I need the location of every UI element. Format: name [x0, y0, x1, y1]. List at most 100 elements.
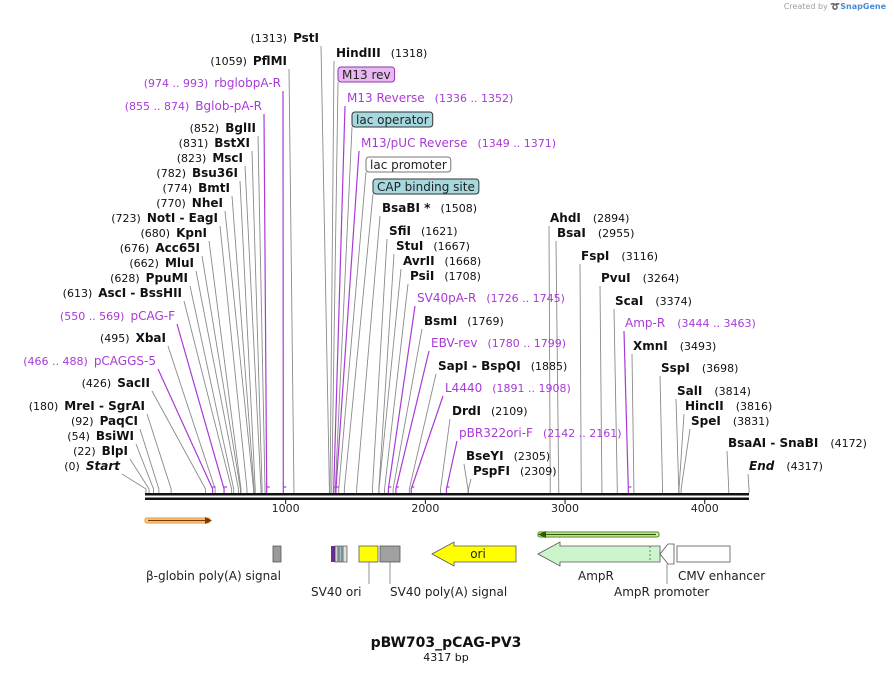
- site-name-hincii: HincII: [685, 399, 724, 413]
- leader-bseyi: [463, 463, 469, 493]
- site-name-bsabi: BsaBI *: [382, 201, 431, 215]
- site-pos-sapi: (1885): [531, 360, 568, 373]
- site-pos-bsai: (2955): [598, 227, 635, 240]
- site-pos-bglii: (852): [190, 122, 220, 135]
- site-name-bsiwi: BsiWI: [96, 429, 134, 443]
- sequence-backbone: [145, 493, 749, 500]
- leader-msci: [244, 165, 262, 493]
- site-pos-psti: (1313): [250, 32, 287, 45]
- leader-bsmi: [392, 328, 423, 493]
- site-name-drdi: DrdI: [452, 404, 481, 418]
- site-pos-blpi: (22): [73, 445, 96, 458]
- plasmid-length: 4317 bp: [423, 651, 468, 664]
- site-name-kpni: KpnI: [176, 226, 207, 240]
- feature-box-label-m13-rev: M13 rev: [342, 68, 391, 82]
- ruler-tick-label-3000: 3000: [551, 502, 579, 515]
- leader-psti: [320, 45, 330, 493]
- site-name-m13-puc-reverse: M13/pUC Reverse: [361, 136, 468, 150]
- site-pos-bstxi: (831): [179, 137, 209, 150]
- site-name-sapi: SapI - BspQI: [438, 359, 521, 373]
- sv40-polya-feature: [379, 545, 401, 563]
- site-name-pcaggs-5: pCAGGS-5: [94, 354, 156, 368]
- site-pos-avrii: (1668): [445, 255, 482, 268]
- site-name-asci: AscI - BssHII: [98, 286, 182, 300]
- leader-acc65i: [201, 255, 241, 493]
- site-name-psii: PsiI: [410, 269, 434, 283]
- leader-bsai: [555, 240, 560, 493]
- site-pos-pvui: (3264): [643, 272, 680, 285]
- site-pos-nhei: (770): [156, 197, 186, 210]
- leader-noti: [219, 225, 248, 493]
- leader-blpi: [129, 458, 150, 493]
- orf-reverse-arrow: [537, 531, 660, 538]
- site-pos-sali: (3814): [714, 385, 751, 398]
- leader-pbr322ori-f: [445, 440, 458, 493]
- site-pos-pcag-f: (550 .. 569): [60, 310, 125, 323]
- site-pos-acc65i: (676): [120, 242, 150, 255]
- site-labels: PstI (1313) PflMI (1059) rbglobpA-R (974 .. 9…: [23, 31, 867, 478]
- leader-xmni: [631, 353, 635, 493]
- cmv-enhancer-feature: [676, 545, 731, 563]
- leader-ahdi: [548, 225, 551, 493]
- site-pos-start: (0): [64, 460, 80, 473]
- site-pos-mrei: (180): [29, 400, 59, 413]
- site-name-hindiii: HindIII: [336, 46, 381, 60]
- site-name-pflmi: PflMI: [253, 54, 287, 68]
- leader-sali: [675, 398, 680, 493]
- site-pos-xbai: (495): [100, 332, 130, 345]
- feature-label-connectors: [368, 562, 668, 584]
- leader-bglii: [257, 135, 266, 493]
- site-name-bsu36i: Bsu36I: [192, 166, 238, 180]
- site-pos-spei: (3831): [733, 415, 770, 428]
- credit-prefix: Created by: [783, 2, 828, 11]
- leader-sspi: [659, 375, 663, 493]
- site-name-mlui: MluI: [165, 256, 194, 270]
- site-name-xmni: XmnI: [633, 339, 668, 353]
- site-name-sfii: SfiI: [389, 224, 411, 238]
- feature-box-label-cap-binding-site: CAP binding site: [377, 180, 475, 194]
- leader-bmti: [231, 195, 255, 493]
- leader-spei: [680, 428, 691, 493]
- leader-psii: [384, 283, 409, 493]
- feature-box-label-lac-promoter: lac promoter: [370, 158, 447, 172]
- site-pos-pspfi: (2309): [520, 465, 557, 478]
- site-name-end: End: [749, 459, 775, 473]
- site-pos-noti: (723): [111, 212, 141, 225]
- leader-start: [121, 473, 147, 493]
- site-pos-sacii: (426): [82, 377, 112, 390]
- ruler-tick-label-1000: 1000: [272, 502, 300, 515]
- site-name-amp-r: Amp-R: [625, 316, 665, 330]
- site-pos-bsmi: (1769): [467, 315, 504, 328]
- label-leader-lines: [121, 45, 750, 493]
- beta-globin-polya-feature: [272, 545, 282, 563]
- site-name-bsaai: BsaAI - SnaBI: [728, 436, 818, 450]
- leader-mlui: [195, 270, 239, 493]
- site-pos-xmni: (3493): [680, 340, 717, 353]
- site-pos-scai: (3374): [655, 295, 692, 308]
- site-name-pspfi: PspFI: [473, 464, 510, 478]
- site-pos-bseyi: (2305): [514, 450, 551, 463]
- site-pos-stui: (1667): [433, 240, 470, 253]
- site-pos-pflmi: (1059): [210, 55, 247, 68]
- cmv-enhancer-label: CMV enhancer: [678, 569, 765, 583]
- site-pos-sv40pa-r: (1726 .. 1745): [486, 292, 565, 305]
- ampr-feature-arrow: [537, 541, 661, 567]
- site-name-pbr322ori-f: pBR322ori-F: [459, 426, 533, 440]
- site-pos-pbr322ori-f: (2142 .. 2161): [543, 427, 622, 440]
- leader-sapi: [408, 373, 437, 493]
- leader-kpni: [208, 240, 242, 493]
- leader-asci: [183, 300, 233, 493]
- leader-sv40pa-r: [387, 305, 416, 493]
- leader-bsabi: [356, 215, 381, 493]
- site-pos-pcaggs-5: (466 .. 488): [23, 355, 88, 368]
- site-name-psti: PstI: [293, 31, 319, 45]
- feature-box-cap-binding-site: [372, 178, 480, 195]
- site-pos-kpni: (680): [141, 227, 171, 240]
- site-name-rbglobpa-r: rbglobpA-R: [214, 76, 281, 90]
- leader-fspi: [579, 263, 582, 493]
- site-pos-m13-puc-reverse: (1349 .. 1371): [478, 137, 557, 150]
- plasmid-name: pBW703_pCAG-PV3: [371, 635, 522, 651]
- site-pos-bsaai: (4172): [830, 437, 867, 450]
- site-pos-bsiwi: (54): [67, 430, 90, 443]
